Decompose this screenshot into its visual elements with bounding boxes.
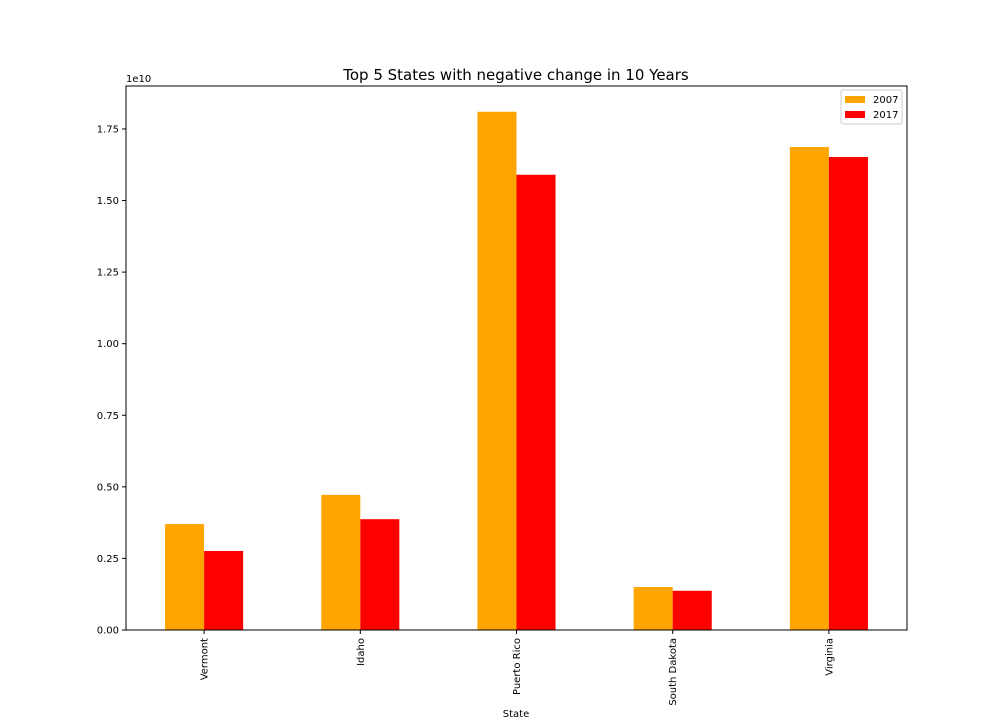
- chart-title: Top 5 States with negative change in 10 …: [342, 66, 689, 84]
- y-tick-label: 0.75: [97, 411, 119, 422]
- bar-2007-virginia: [790, 147, 829, 630]
- x-tick-label: South Dakota: [668, 638, 679, 706]
- y-tick-label: 1.75: [97, 124, 119, 135]
- x-tick-label: Idaho: [356, 638, 367, 666]
- y-tick-label: 0.00: [97, 626, 119, 637]
- y-tick-label: 1.00: [97, 339, 119, 350]
- bars-group: [165, 112, 868, 630]
- y-axis-offset-label: 1e10: [126, 74, 151, 85]
- bar-2007-puerto-rico: [477, 112, 516, 630]
- bar-2007-south-dakota: [634, 587, 673, 630]
- bar-2017-virginia: [829, 157, 868, 630]
- x-tick-label: Vermont: [200, 638, 211, 680]
- y-axis: 0.00 0.25 0.50 0.75 1.00 1.25 1.50 1.75: [97, 124, 126, 636]
- x-axis: Vermont Idaho Puerto Rico South Dakota Virgi…: [200, 630, 836, 706]
- bar-2017-south-dakota: [673, 591, 712, 630]
- x-axis-label: State: [503, 709, 529, 720]
- y-tick-label: 1.50: [97, 196, 119, 207]
- legend-swatch-2017: [845, 111, 865, 118]
- x-tick-label: Puerto Rico: [512, 638, 523, 695]
- legend-swatch-2007: [845, 96, 865, 103]
- bar-2017-vermont: [204, 551, 243, 630]
- legend-label-2007: 2007: [873, 95, 898, 106]
- y-tick-label: 0.50: [97, 482, 119, 493]
- bar-2007-idaho: [321, 495, 360, 630]
- bar-2007-vermont: [165, 524, 204, 630]
- y-tick-label: 0.25: [97, 554, 119, 565]
- bar-2017-idaho: [360, 519, 399, 630]
- x-tick-label: Virginia: [824, 638, 835, 676]
- legend-label-2017: 2017: [873, 110, 898, 121]
- y-tick-label: 1.25: [97, 268, 119, 279]
- legend: 2007 2017: [841, 90, 902, 124]
- bar-2017-puerto-rico: [517, 175, 556, 630]
